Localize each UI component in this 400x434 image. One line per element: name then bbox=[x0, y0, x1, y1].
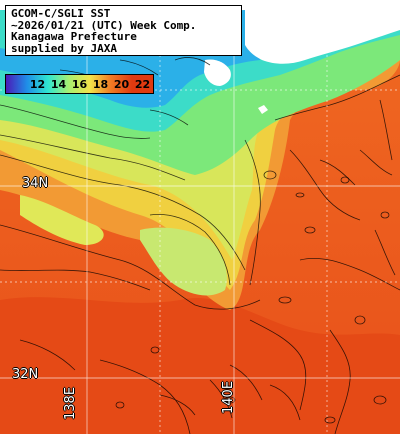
scale-cell-12: 12 bbox=[27, 75, 48, 93]
sst-contours bbox=[0, 57, 400, 434]
lon-label-140e: 140E bbox=[221, 380, 236, 414]
land-northeast bbox=[245, 0, 400, 64]
scale-cell-22: 22 bbox=[132, 75, 153, 93]
ocean-green-cell bbox=[140, 227, 227, 296]
title-line-3: Kanagawa Prefecture bbox=[11, 30, 137, 44]
lat-label-32n: 32N bbox=[12, 367, 39, 382]
scale-label-12: 12 bbox=[29, 77, 46, 91]
title-box: GCOM-C/SGLI SST ~2026/01/21 (UTC) Week C… bbox=[5, 5, 242, 56]
scale-label-20: 20 bbox=[113, 77, 130, 91]
scale-cell-20: 20 bbox=[111, 75, 132, 93]
scale-cell-cold bbox=[6, 75, 27, 93]
scale-label-22: 22 bbox=[134, 77, 151, 91]
scale-label-18: 18 bbox=[92, 77, 109, 91]
scale-label-14: 14 bbox=[50, 77, 67, 91]
sst-contour-blobs bbox=[115, 170, 390, 424]
title-line-4: supplied by JAXA bbox=[11, 41, 117, 55]
lat-label-34n: 34N bbox=[22, 176, 49, 191]
ocean-green-cell-2 bbox=[20, 195, 104, 245]
scale-label-16: 16 bbox=[71, 77, 88, 91]
scale-cell-16: 16 bbox=[69, 75, 90, 93]
land-peninsula bbox=[204, 59, 231, 86]
scale-cell-18: 18 bbox=[90, 75, 111, 93]
title-line-2: ~2026/01/21 (UTC) Week Comp. bbox=[11, 18, 197, 32]
ocean-south-warm bbox=[0, 297, 400, 434]
lon-label-138e: 138E bbox=[63, 386, 78, 420]
land-small-island bbox=[258, 105, 268, 114]
scale-cell-14: 14 bbox=[48, 75, 69, 93]
color-scale-legend: 12 14 16 18 20 22 bbox=[5, 74, 154, 94]
title-line-1: GCOM-C/SGLI SST bbox=[11, 7, 111, 20]
